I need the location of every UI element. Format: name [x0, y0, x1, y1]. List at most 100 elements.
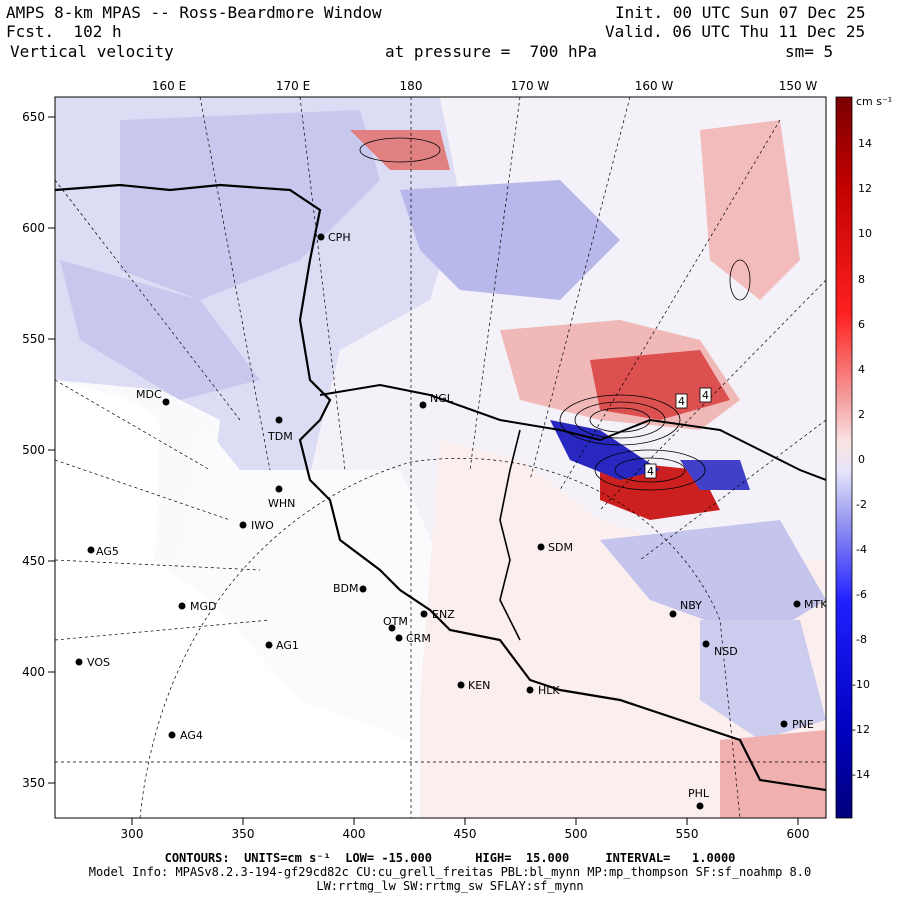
- coastline: [55, 183, 826, 792]
- cb-level-8: 8: [858, 273, 865, 286]
- station-dot-ENZ: [420, 610, 428, 618]
- cb-level-14: 14: [858, 137, 872, 150]
- station-label-AG1: AG1: [276, 639, 299, 652]
- contours-info: CONTOURS: UNITS=cm s⁻¹ LOW= -15.000 HIGH…: [0, 852, 900, 865]
- colorbar-scale: [835, 96, 853, 819]
- plot-frame: [54, 96, 827, 819]
- station-label-AG4: AG4: [180, 729, 203, 742]
- station-label-PNE: PNE: [792, 718, 814, 731]
- station-label-HLK: HLK: [538, 684, 560, 697]
- blue-patch-nw: [120, 110, 380, 300]
- station-dot-VOS: [75, 658, 83, 666]
- marker-2: 4: [702, 389, 709, 402]
- blue-patch-n: [400, 180, 620, 300]
- contours-interval: INTERVAL= 1.0000: [605, 851, 736, 865]
- station-dot-MGD: [178, 602, 186, 610]
- station-label-CRM: CRM: [406, 632, 431, 645]
- cb-level-0: 0: [858, 453, 865, 466]
- lon-top-170E: 170 E: [276, 79, 310, 93]
- station-dot-NSD: [702, 640, 710, 648]
- station-label-NGL: NGL: [430, 392, 454, 405]
- station-dot-SDM: [537, 543, 545, 551]
- station-label-TDM: TDM: [267, 430, 293, 443]
- cb-level-12: 12: [858, 182, 872, 195]
- lon-top-160E: 160 E: [152, 79, 186, 93]
- station-label-IWO: IWO: [251, 519, 274, 532]
- station-label-NSD: NSD: [714, 645, 738, 658]
- station-dot-WHN: [275, 485, 283, 493]
- station-label-CPH: CPH: [328, 231, 351, 244]
- station-label-ENZ: ENZ: [432, 608, 455, 621]
- lon-top-160W: 160 W: [635, 79, 674, 93]
- station-label-SDM: SDM: [548, 541, 573, 554]
- cb-level-m4: -4: [856, 543, 867, 556]
- contours-units: UNITS=cm s⁻¹: [244, 851, 331, 865]
- masked-region: [55, 380, 410, 818]
- cb-level-m14: -14: [852, 768, 870, 781]
- station-label-PHL: PHL: [688, 787, 710, 800]
- smoothing-value: sm= 5: [785, 42, 834, 61]
- station-dot-AG4: [168, 731, 176, 739]
- station-dot-CRM: [395, 634, 403, 642]
- graticule: [55, 97, 826, 818]
- station-dot-PHL: [696, 802, 704, 810]
- x-axis: 300 350 400 450 500 550 600: [121, 818, 810, 841]
- station-dot-HLK: [526, 686, 534, 694]
- ice-front: [319, 383, 826, 481]
- station-dot-NBY: [669, 610, 677, 618]
- station-label-MDC: MDC: [136, 388, 162, 401]
- y-tick-550: 550: [22, 332, 45, 346]
- station-dot-AG5: [87, 546, 95, 554]
- station-dot-NGL: [419, 401, 427, 409]
- x-tick-500: 500: [565, 827, 588, 841]
- station-dot-CPH: [317, 233, 325, 241]
- station-label-NBY: NBY: [680, 599, 702, 612]
- marker-1: 4: [678, 395, 685, 408]
- x-tick-350: 350: [232, 827, 255, 841]
- cb-level-m12: -12: [852, 723, 870, 736]
- red-patch-n: [350, 130, 450, 170]
- station-dot-MDC: [162, 398, 170, 406]
- station-label-OTM: OTM: [383, 615, 408, 628]
- blue-patch-w: [60, 260, 260, 400]
- cb-level-6: 6: [858, 318, 865, 331]
- red-core: [590, 350, 730, 420]
- x-tick-300: 300: [121, 827, 144, 841]
- cb-level-4: 4: [858, 363, 865, 376]
- station-dot-BDM: [359, 585, 367, 593]
- y-tick-400: 400: [22, 665, 45, 679]
- y-tick-500: 500: [22, 443, 45, 457]
- station-dot-OTM: [388, 624, 396, 632]
- station-label-WHN: WHN: [268, 497, 295, 510]
- pressure-level: at pressure = 700 hPa: [385, 42, 597, 61]
- station-dot-AG1: [265, 641, 273, 649]
- init-time: Init. 00 UTC Sun 07 Dec 25: [615, 3, 866, 22]
- marker-3: 4: [647, 465, 654, 478]
- lon-top-180: 180: [400, 79, 423, 93]
- y-tick-650: 650: [22, 110, 45, 124]
- top-longitude-labels: 160 E 170 E 180 170 W 160 W 150 W: [152, 79, 818, 93]
- station-dot-PNE: [780, 720, 788, 728]
- valid-time: Valid. 06 UTC Thu 11 Dec 25: [605, 22, 866, 41]
- cb-level-m6: -6: [856, 588, 867, 601]
- y-tick-450: 450: [22, 554, 45, 568]
- station-label-VOS: VOS: [87, 656, 110, 669]
- station-label-AG5: AG5: [96, 545, 119, 558]
- station-dots: [75, 233, 801, 810]
- station-label-KEN: KEN: [468, 679, 490, 692]
- blue-core-east: [680, 460, 750, 490]
- grounding-line: [499, 429, 521, 641]
- contours-low: LOW= -15.000: [345, 851, 432, 865]
- colorbar: cm s⁻¹ 14 12 10 8 6 4 2 0 -2 -4 -6 -8 -1…: [835, 95, 892, 819]
- map-area: CPH MDC TDM NGL WHN IWO AG5 SDM BDM MGD …: [55, 97, 826, 818]
- station-dot-IWO: [239, 521, 247, 529]
- colorbar-units: cm s⁻¹: [856, 95, 892, 108]
- x-tick-550: 550: [676, 827, 699, 841]
- station-label-MGD: MGD: [190, 600, 217, 613]
- extreme-markers: 4 4 4: [644, 387, 712, 479]
- x-tick-600: 600: [787, 827, 810, 841]
- y-tick-350: 350: [22, 776, 45, 790]
- plot-title: AMPS 8-km MPAS -- Ross-Beardmore Window: [6, 3, 382, 22]
- lon-top-150W: 150 W: [779, 79, 818, 93]
